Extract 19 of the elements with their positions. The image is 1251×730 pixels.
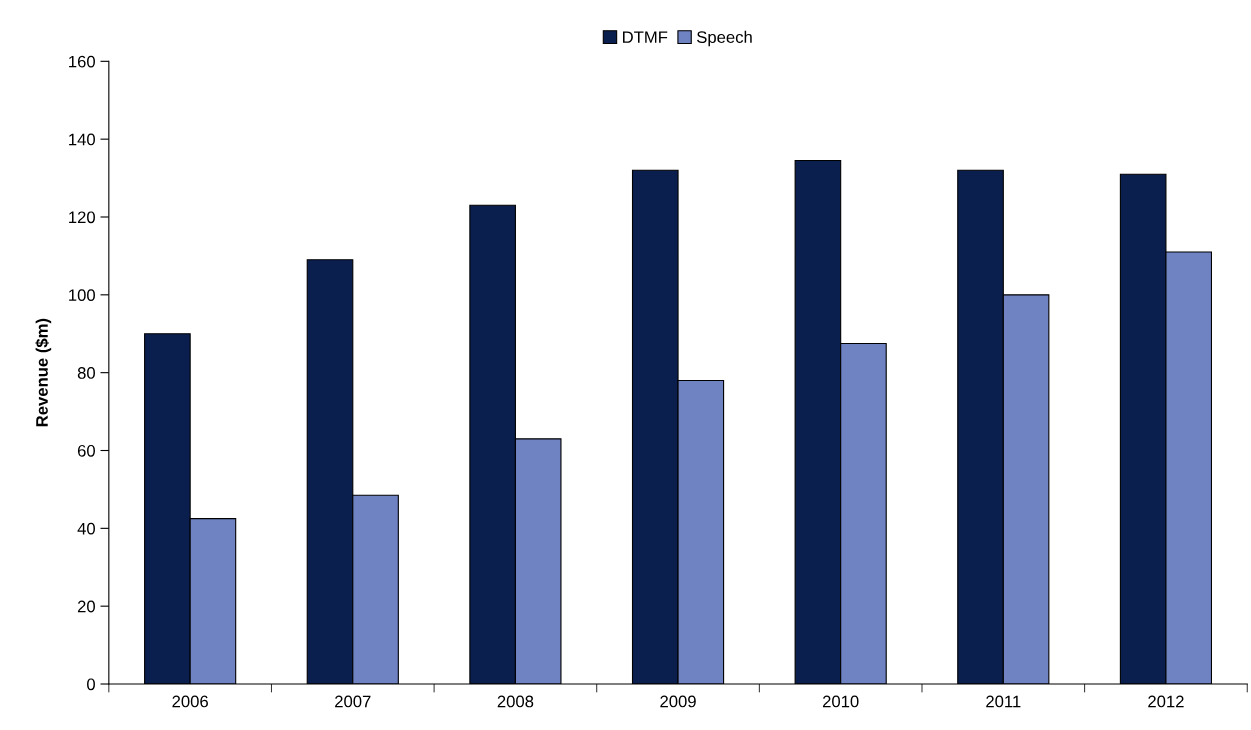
x-tick-label: 2006: [172, 695, 208, 708]
y-tick-label: 80: [77, 367, 95, 379]
x-tick-label: 2007: [335, 695, 371, 708]
y-tick-label: 120: [69, 211, 95, 224]
legend-label: DTMF: [623, 31, 668, 43]
y-tick-label: 160: [69, 55, 95, 68]
y-tick-label: 60: [77, 444, 95, 457]
y-axis-title: Revenue ($m): [35, 318, 52, 427]
x-tick-label: 2008: [497, 695, 534, 708]
legend-label: Speech: [697, 30, 752, 47]
x-tick-label: 2009: [660, 695, 696, 708]
x-tick-label: 2012: [1148, 695, 1184, 708]
y-tick-label: 100: [69, 289, 95, 302]
y-tick-label: 0: [87, 678, 95, 691]
x-tick-label: 2010: [822, 695, 859, 708]
y-tick-label: 140: [69, 133, 95, 146]
x-tick-label: 2011: [986, 695, 1021, 708]
y-tick-label: 40: [77, 522, 95, 535]
y-tick-label: 20: [77, 600, 95, 613]
